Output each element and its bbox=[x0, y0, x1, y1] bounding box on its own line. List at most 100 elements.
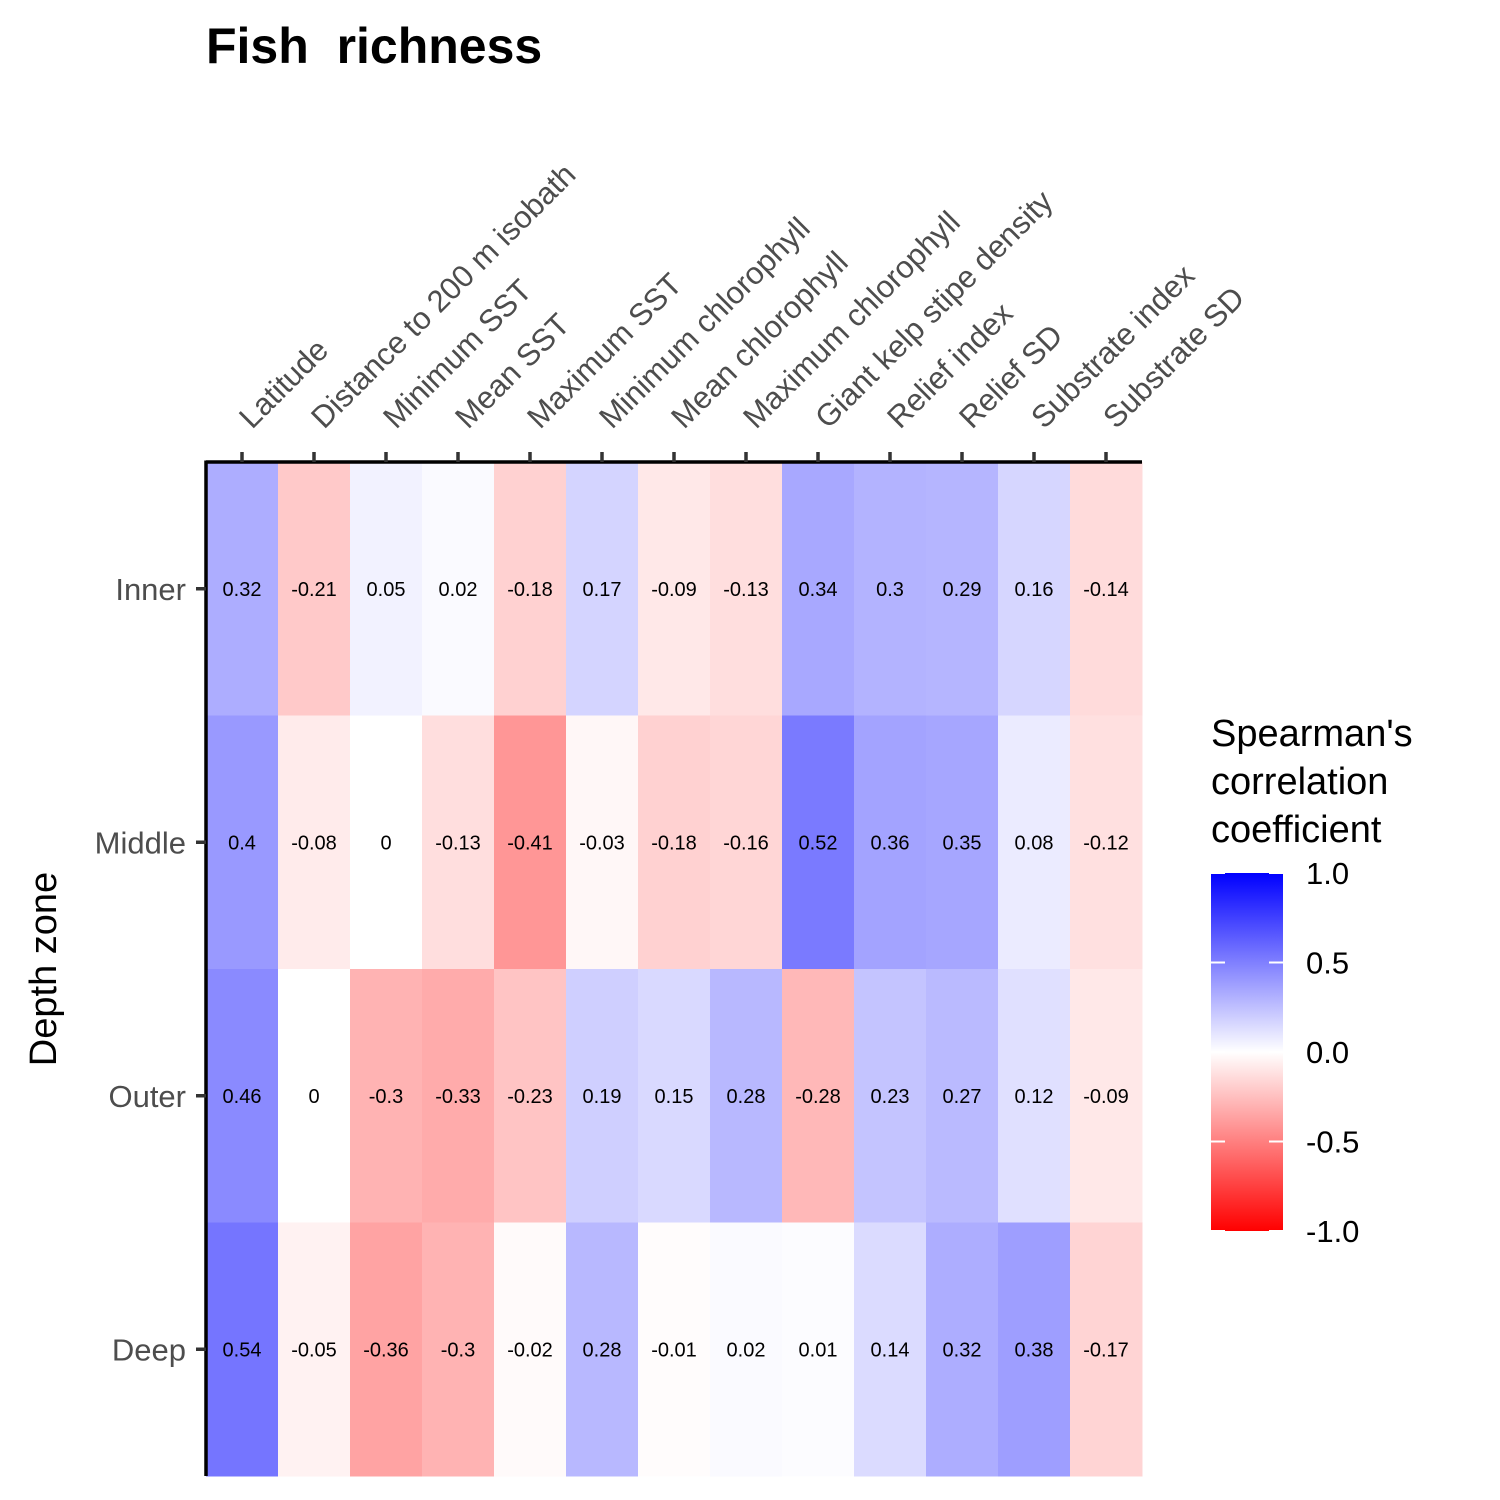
heatmap-cell bbox=[1070, 462, 1143, 716]
cell-value-label: -0.21 bbox=[291, 579, 337, 601]
cell-value-label: -0.28 bbox=[795, 1086, 841, 1108]
cell-value-label: -0.33 bbox=[435, 1086, 481, 1108]
cell-value-label: 0 bbox=[380, 832, 391, 854]
cell-value-label: -0.02 bbox=[507, 1339, 553, 1361]
heatmap-cell bbox=[854, 969, 927, 1223]
heatmap-cell bbox=[350, 715, 423, 970]
heatmap-cells: 0.32 -0.21 0.05 0.02 -0.18 0.17 -0.09 -0.13 0.34… bbox=[206, 462, 1143, 1477]
legend-tick-label: 1.0 bbox=[1306, 856, 1349, 891]
heatmap-cell bbox=[782, 462, 855, 716]
cell-value-label: -0.03 bbox=[579, 832, 625, 854]
heatmap-cell bbox=[998, 462, 1071, 716]
heatmap-cell bbox=[710, 1222, 783, 1477]
heatmap-cell bbox=[278, 462, 351, 716]
heatmap-cell bbox=[782, 1222, 855, 1477]
cell-value-label: -0.12 bbox=[1083, 832, 1129, 854]
heatmap-cell bbox=[278, 715, 351, 970]
cell-value-label: 0.32 bbox=[943, 1339, 982, 1361]
chart-title: Fish richness bbox=[206, 18, 542, 74]
cell-value-label: 0.3 bbox=[876, 579, 904, 601]
cell-value-label: 0.14 bbox=[871, 1339, 910, 1361]
heatmap-cell bbox=[710, 969, 783, 1223]
cell-value-label: 0.4 bbox=[228, 832, 256, 854]
y-axis-label: Depth zone bbox=[23, 872, 65, 1066]
heatmap-cell bbox=[1070, 715, 1143, 970]
legend-tick-label: 0.5 bbox=[1306, 946, 1349, 981]
legend-title-line: coefficient bbox=[1211, 809, 1382, 851]
heatmap-cell bbox=[494, 462, 567, 716]
heatmap-cell bbox=[350, 1222, 423, 1477]
heatmap-cell bbox=[710, 462, 783, 716]
cell-value-label: -0.08 bbox=[291, 832, 337, 854]
cell-value-label: 0.08 bbox=[1015, 832, 1054, 854]
cell-value-label: 0.35 bbox=[943, 832, 982, 854]
y-tick-label: Deep bbox=[112, 1332, 186, 1367]
cell-value-label: 0.01 bbox=[799, 1339, 838, 1361]
cell-value-label: -0.36 bbox=[363, 1339, 409, 1361]
heatmap-cell bbox=[926, 462, 999, 716]
heatmap-cell bbox=[998, 715, 1071, 970]
cell-value-label: -0.3 bbox=[441, 1339, 475, 1361]
cell-value-label: -0.16 bbox=[723, 832, 769, 854]
heatmap-cell bbox=[926, 715, 999, 970]
cell-value-label: 0.34 bbox=[799, 579, 838, 601]
cell-value-label: 0.27 bbox=[943, 1086, 982, 1108]
cell-value-label: -0.13 bbox=[435, 832, 481, 854]
legend-tick-label: -1.0 bbox=[1306, 1214, 1359, 1249]
cell-value-label: 0.05 bbox=[367, 579, 406, 601]
cell-value-label: -0.18 bbox=[507, 579, 553, 601]
cell-value-label: -0.23 bbox=[507, 1086, 553, 1108]
heatmap-cell bbox=[494, 1222, 567, 1477]
cell-value-label: -0.3 bbox=[369, 1086, 403, 1108]
heatmap-cell bbox=[710, 715, 783, 970]
cell-value-label: 0.28 bbox=[583, 1339, 622, 1361]
y-tick-label: Inner bbox=[115, 572, 186, 607]
heatmap-cell bbox=[854, 715, 927, 970]
legend-title-line: correlation bbox=[1211, 761, 1388, 803]
cell-value-label: -0.17 bbox=[1083, 1339, 1129, 1361]
heatmap-cell bbox=[854, 1222, 927, 1477]
cell-value-label: 0.32 bbox=[223, 579, 262, 601]
cell-value-label: 0.02 bbox=[727, 1339, 766, 1361]
heatmap-cell bbox=[422, 1222, 495, 1477]
cell-value-label: -0.01 bbox=[651, 1339, 697, 1361]
cell-value-label: -0.09 bbox=[651, 579, 697, 601]
heatmap-cell bbox=[206, 1222, 279, 1477]
cell-value-label: 0.16 bbox=[1015, 579, 1054, 601]
heatmap-cell bbox=[350, 462, 423, 716]
cell-value-label: 0.12 bbox=[1015, 1086, 1054, 1108]
cell-value-label: -0.14 bbox=[1083, 579, 1129, 601]
heatmap-cell bbox=[638, 462, 711, 716]
cell-value-label: -0.09 bbox=[1083, 1086, 1129, 1108]
legend-title-line: Spearman's bbox=[1211, 713, 1413, 755]
heatmap-cell bbox=[926, 1222, 999, 1477]
heatmap-cell bbox=[638, 969, 711, 1223]
cell-value-label: -0.05 bbox=[291, 1339, 337, 1361]
row-labels: Inner Middle Outer Deep bbox=[95, 572, 206, 1367]
cell-value-label: 0.17 bbox=[583, 579, 622, 601]
legend-ticks: 1.0 0.5 0.0 -0.5 -1.0 bbox=[1211, 856, 1359, 1249]
heatmap-cell bbox=[1070, 1222, 1143, 1477]
heatmap-cell bbox=[998, 1222, 1071, 1477]
cell-value-label: 0.38 bbox=[1015, 1339, 1054, 1361]
cell-value-label: -0.13 bbox=[723, 579, 769, 601]
heatmap-cell bbox=[350, 969, 423, 1223]
cell-value-label: 0.29 bbox=[943, 579, 982, 601]
heatmap-cell bbox=[566, 1222, 639, 1477]
cell-value-label: 0.19 bbox=[583, 1086, 622, 1108]
y-tick-label: Middle bbox=[95, 825, 186, 860]
heatmap-cell bbox=[782, 969, 855, 1223]
heatmap-cell bbox=[494, 715, 567, 970]
heatmap-cell bbox=[494, 969, 567, 1223]
cell-value-label: -0.41 bbox=[507, 832, 553, 854]
heatmap-cell bbox=[278, 969, 351, 1223]
cell-value-label: 0 bbox=[308, 1086, 319, 1108]
heatmap-cell bbox=[638, 1222, 711, 1477]
cell-value-label: 0.52 bbox=[799, 832, 838, 854]
legend-tick-label: 0.0 bbox=[1306, 1035, 1349, 1070]
heatmap-cell bbox=[566, 969, 639, 1223]
heatmap-cell bbox=[782, 715, 855, 970]
cell-value-label: 0.36 bbox=[871, 832, 910, 854]
heatmap-cell bbox=[566, 715, 639, 970]
